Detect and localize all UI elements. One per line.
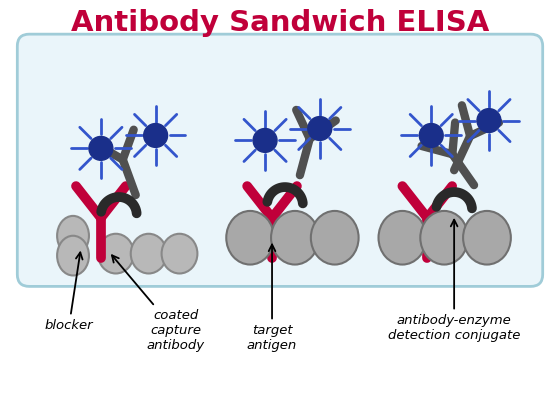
Ellipse shape (379, 211, 426, 264)
Ellipse shape (226, 211, 274, 264)
Ellipse shape (162, 234, 198, 274)
Ellipse shape (130, 234, 166, 274)
Ellipse shape (57, 216, 89, 256)
Ellipse shape (311, 211, 358, 264)
Text: coated
capture
antibody: coated capture antibody (112, 255, 204, 352)
Circle shape (89, 136, 113, 160)
FancyBboxPatch shape (17, 34, 543, 286)
Ellipse shape (271, 211, 319, 264)
Ellipse shape (98, 234, 134, 274)
Ellipse shape (57, 236, 89, 276)
Circle shape (308, 116, 332, 140)
Circle shape (477, 109, 501, 132)
Ellipse shape (421, 211, 468, 264)
Circle shape (253, 128, 277, 152)
Text: target
antigen: target antigen (247, 244, 297, 352)
Circle shape (144, 124, 167, 147)
Text: blocker: blocker (45, 252, 94, 332)
Circle shape (419, 124, 443, 147)
Text: antibody-enzyme
detection conjugate: antibody-enzyme detection conjugate (388, 220, 520, 342)
Text: Antibody Sandwich ELISA: Antibody Sandwich ELISA (71, 9, 489, 37)
Ellipse shape (463, 211, 511, 264)
